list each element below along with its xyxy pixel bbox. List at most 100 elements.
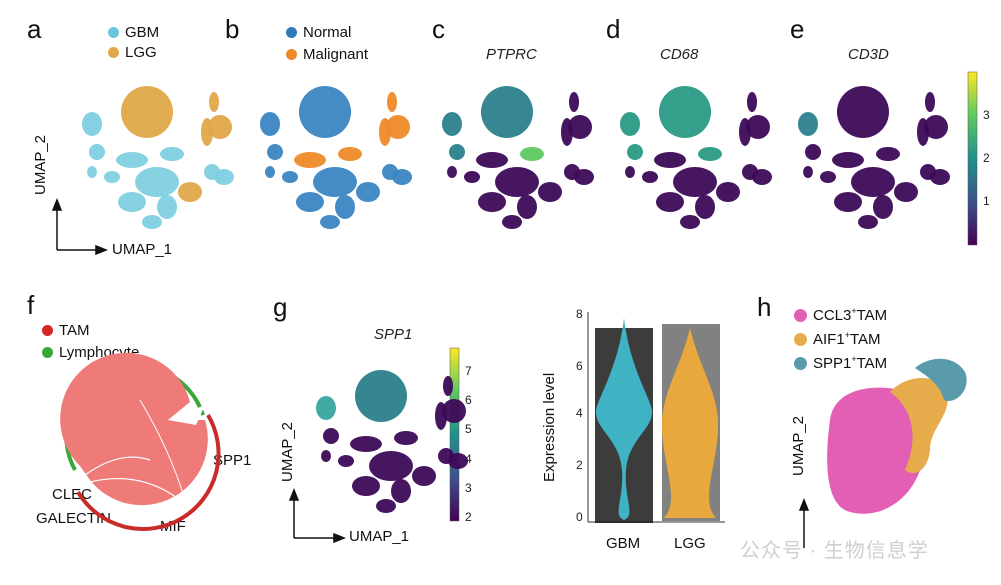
cell-cluster bbox=[296, 192, 324, 212]
umap-g bbox=[316, 370, 468, 513]
cell-cluster bbox=[442, 399, 466, 423]
colorbar-e bbox=[967, 71, 978, 246]
cell-cluster bbox=[350, 436, 382, 452]
cell-cluster bbox=[89, 144, 105, 160]
cell-cluster bbox=[656, 192, 684, 212]
cell-cluster bbox=[495, 167, 539, 197]
axis-arrows-g bbox=[288, 487, 347, 544]
cell-cluster bbox=[356, 182, 380, 202]
colorbar-g bbox=[449, 347, 460, 522]
cell-cluster bbox=[569, 92, 579, 112]
gene-title-cd68: CD68 bbox=[660, 46, 699, 63]
cell-cluster bbox=[282, 171, 298, 183]
cell-cluster bbox=[659, 86, 711, 138]
umap-b bbox=[260, 86, 412, 229]
cell-cluster bbox=[568, 115, 592, 139]
colorbar-g-tick: 6 bbox=[465, 393, 472, 407]
gene-title-ptprc: PTPRC bbox=[486, 46, 537, 63]
umap-c bbox=[442, 86, 594, 229]
cell-cluster bbox=[502, 215, 522, 229]
colorbar-e-tick: 3 bbox=[983, 108, 990, 122]
panel-label-g: g bbox=[273, 292, 288, 322]
cell-cluster bbox=[538, 182, 562, 202]
cell-cluster bbox=[930, 169, 950, 185]
legend-item-gbm: GBM bbox=[108, 24, 159, 41]
malignant-dot-icon bbox=[286, 49, 297, 60]
gbm-dot-icon bbox=[108, 27, 119, 38]
cell-cluster bbox=[386, 115, 410, 139]
cell-cluster bbox=[716, 182, 740, 202]
cell-cluster bbox=[695, 195, 715, 219]
legend-suffix: TAM bbox=[856, 355, 888, 372]
cell-cluster bbox=[391, 479, 411, 503]
cell-cluster bbox=[837, 86, 889, 138]
legend-sup: + bbox=[851, 354, 857, 364]
cell-cluster bbox=[376, 499, 396, 513]
colorbar-g-tick: 7 bbox=[465, 364, 472, 378]
cell-cluster bbox=[121, 86, 173, 138]
cell-cluster bbox=[321, 450, 331, 462]
cell-cluster bbox=[820, 171, 836, 183]
cell-cluster bbox=[876, 147, 900, 161]
panel-label-b: b bbox=[225, 14, 240, 44]
cell-cluster bbox=[798, 112, 818, 136]
cell-cluster bbox=[394, 431, 418, 445]
watermark-text: 公众号 · 生物信息学 bbox=[740, 540, 929, 562]
lgg-dot-icon bbox=[108, 47, 119, 58]
panel-label-f: f bbox=[27, 290, 35, 320]
cell-cluster bbox=[352, 476, 380, 496]
violin-lgg bbox=[661, 328, 719, 518]
cell-cluster bbox=[805, 144, 821, 160]
cell-cluster bbox=[316, 396, 336, 420]
cell-cluster bbox=[851, 167, 895, 197]
gene-title-spp1: SPP1 bbox=[374, 326, 413, 343]
cell-cluster bbox=[449, 144, 465, 160]
chord-diagram bbox=[60, 352, 221, 532]
cell-cluster bbox=[517, 195, 537, 219]
cell-cluster bbox=[313, 167, 357, 197]
ccl3-dot-icon bbox=[794, 308, 807, 322]
violin-ytick: 8 bbox=[576, 307, 583, 321]
cell-cluster bbox=[294, 152, 326, 168]
cell-cluster bbox=[87, 166, 97, 178]
legend-label-tam: TAM bbox=[59, 322, 90, 339]
cell-cluster bbox=[803, 166, 813, 178]
cell-cluster bbox=[118, 192, 146, 212]
cell-cluster bbox=[894, 182, 918, 202]
cell-cluster bbox=[858, 215, 878, 229]
violin-ytick: 4 bbox=[576, 406, 583, 420]
legend-sup: + bbox=[851, 306, 857, 316]
legend-item-malignant: Malignant bbox=[286, 46, 368, 63]
cell-cluster bbox=[464, 171, 480, 183]
umap-a bbox=[82, 86, 234, 229]
violin-group-gbm: GBM bbox=[606, 535, 641, 552]
legend-label-malignant: Malignant bbox=[303, 46, 369, 63]
legend-item-tam: TAM bbox=[42, 322, 90, 339]
cell-cluster bbox=[873, 195, 893, 219]
cell-cluster bbox=[267, 144, 283, 160]
cell-cluster bbox=[654, 152, 686, 168]
legend-label-ccl3: CCL3 bbox=[813, 307, 852, 324]
cell-cluster bbox=[157, 195, 177, 219]
violin-ytick: 2 bbox=[576, 458, 583, 472]
violin-plot bbox=[587, 312, 725, 523]
cell-cluster bbox=[320, 215, 340, 229]
legend-label-lgg: LGG bbox=[125, 44, 157, 61]
violin-ytick: 0 bbox=[576, 510, 583, 524]
chord-arc-tam bbox=[76, 413, 221, 532]
chord-label-mif: MIF bbox=[160, 518, 186, 535]
legend-item-normal: Normal bbox=[286, 24, 351, 41]
spp1-dot-icon bbox=[794, 356, 807, 370]
umap-h bbox=[827, 358, 967, 514]
cell-cluster bbox=[214, 169, 234, 185]
legend-label-spp1: SPP1 bbox=[813, 355, 852, 372]
cell-cluster bbox=[323, 428, 339, 444]
legend-item-lgg: LGG bbox=[108, 44, 157, 61]
colorbar-g-tick: 2 bbox=[465, 510, 472, 524]
legend-label-aif1: AIF1 bbox=[813, 331, 845, 348]
cell-cluster bbox=[447, 166, 457, 178]
tam-dot-icon bbox=[42, 325, 53, 336]
cell-cluster bbox=[160, 147, 184, 161]
cell-cluster bbox=[265, 166, 275, 178]
colorbar-e-tick: 2 bbox=[983, 151, 990, 165]
